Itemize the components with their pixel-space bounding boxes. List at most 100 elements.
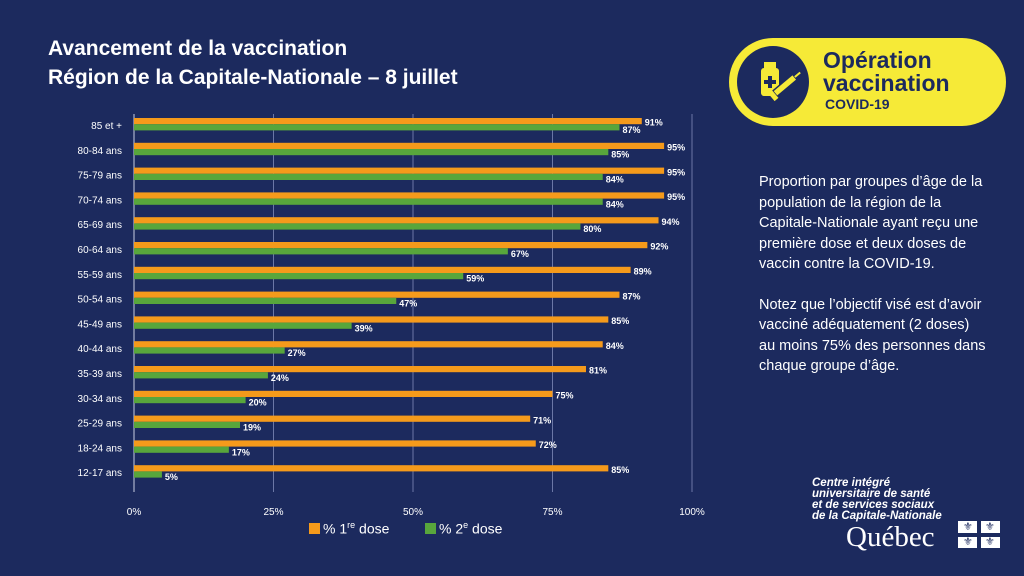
value-label-dose2: 84% bbox=[606, 199, 624, 209]
legend-dose1: % 1re dose bbox=[309, 520, 389, 537]
bar-dose1 bbox=[134, 341, 603, 348]
value-label-dose2: 17% bbox=[232, 447, 250, 457]
bar-dose2 bbox=[134, 248, 508, 255]
bar-dose1 bbox=[134, 266, 631, 273]
legend-dose2-swatch bbox=[425, 522, 436, 534]
value-label-dose2: 19% bbox=[243, 423, 261, 433]
bar-dose1 bbox=[134, 415, 531, 422]
syringe-vial-icon bbox=[737, 46, 809, 118]
bar-dose2 bbox=[134, 322, 352, 329]
value-label-dose1: 94% bbox=[662, 217, 680, 227]
value-label-dose1: 92% bbox=[650, 242, 668, 252]
bar-dose1 bbox=[134, 217, 659, 224]
category-label: 12-17 ans bbox=[78, 468, 122, 479]
category-label: 45-49 ans bbox=[78, 319, 122, 330]
category-label: 60-64 ans bbox=[78, 245, 122, 256]
category-label: 70-74 ans bbox=[78, 195, 122, 206]
description-paragraph-1: Proportion par groupes d’âge de la popul… bbox=[759, 174, 983, 272]
category-label: 80-84 ans bbox=[78, 146, 122, 157]
bar-dose2 bbox=[134, 273, 464, 280]
vaccination-bar-chart: 0% 25% 50% 75% 100% 85 et + 91% 87% 80-84 ans 95%… bbox=[78, 114, 705, 515]
value-label-dose1: 95% bbox=[667, 167, 685, 177]
quebec-wordmark: Québec bbox=[846, 521, 935, 553]
title-line-2: Région de la Capitale-Nationale – 8 juil… bbox=[48, 66, 458, 89]
value-label-dose2: 24% bbox=[271, 373, 289, 383]
category-label: 55-59 ans bbox=[78, 270, 122, 281]
bar-dose2 bbox=[134, 421, 241, 428]
bar-dose1 bbox=[134, 167, 665, 174]
bar-dose2 bbox=[134, 198, 603, 205]
badge-line-3: COVID-19 bbox=[825, 96, 890, 112]
value-label-dose1: 95% bbox=[667, 143, 685, 153]
x-tick-label: 25% bbox=[263, 507, 283, 515]
category-label: 50-54 ans bbox=[78, 295, 122, 306]
bar-dose1 bbox=[134, 142, 665, 149]
category-label: 40-44 ans bbox=[78, 344, 122, 355]
operation-vaccination-badge: Opération vaccination COVID-19 bbox=[729, 38, 1006, 126]
value-label-dose2: 85% bbox=[611, 150, 629, 160]
quebec-flag-icon: ⚜ ⚜ ⚜ ⚜ bbox=[958, 521, 1000, 548]
value-label-dose2: 87% bbox=[622, 125, 640, 135]
value-label-dose1: 84% bbox=[606, 341, 624, 351]
bar-dose1 bbox=[134, 390, 553, 397]
bar-dose2 bbox=[134, 397, 246, 404]
value-label-dose1: 85% bbox=[611, 316, 629, 326]
category-label: 85 et + bbox=[91, 121, 122, 132]
bar-dose2 bbox=[134, 124, 620, 131]
description-paragraph-2: Notez que l’objectif visé est d’avoir va… bbox=[759, 296, 986, 375]
title-line-1: Avancement de la vaccination bbox=[48, 37, 348, 60]
legend-dose1-swatch bbox=[309, 522, 320, 534]
bar-dose2 bbox=[134, 446, 229, 453]
legend-dose1-label: % 1re dose bbox=[323, 520, 390, 537]
ciusss-logo-text: Centre intégré universitaire de santé et… bbox=[812, 477, 942, 522]
category-label: 30-34 ans bbox=[78, 394, 122, 405]
bar-dose2 bbox=[134, 223, 581, 230]
bar-dose2 bbox=[134, 173, 603, 180]
value-label-dose2: 67% bbox=[511, 249, 529, 259]
value-label-dose2: 59% bbox=[466, 274, 484, 284]
bar-dose2 bbox=[134, 297, 397, 304]
value-label-dose1: 87% bbox=[622, 291, 640, 301]
legend-dose2: % 2e dose bbox=[425, 520, 502, 537]
value-label-dose1: 81% bbox=[589, 366, 607, 376]
bar-dose1 bbox=[134, 366, 586, 373]
value-label-dose2: 80% bbox=[583, 224, 601, 234]
value-label-dose1: 89% bbox=[634, 267, 652, 277]
value-label-dose1: 95% bbox=[667, 192, 685, 202]
value-label-dose2: 47% bbox=[399, 299, 417, 309]
category-label: 25-29 ans bbox=[78, 419, 122, 430]
chart-title: Avancement de la vaccination Région de l… bbox=[48, 34, 458, 92]
x-tick-label: 100% bbox=[679, 507, 705, 515]
bar-dose2 bbox=[134, 149, 609, 156]
category-label: 35-39 ans bbox=[78, 369, 122, 380]
bar-dose1 bbox=[134, 242, 648, 249]
x-tick-label: 75% bbox=[542, 507, 562, 515]
value-label-dose1: 85% bbox=[611, 465, 629, 475]
bar-dose1 bbox=[134, 291, 620, 298]
bar-dose1 bbox=[134, 316, 609, 323]
category-label: 18-24 ans bbox=[78, 443, 122, 454]
value-label-dose1: 72% bbox=[539, 440, 557, 450]
badge-line-1: Opération bbox=[823, 47, 932, 73]
value-label-dose2: 27% bbox=[288, 348, 306, 358]
value-label-dose2: 84% bbox=[606, 175, 624, 185]
x-tick-label: 50% bbox=[403, 507, 423, 515]
value-label-dose1: 91% bbox=[645, 118, 663, 128]
bar-dose1 bbox=[134, 118, 642, 125]
badge-line-2: vaccination bbox=[823, 70, 950, 96]
bar-dose2 bbox=[134, 372, 268, 379]
bar-dose1 bbox=[134, 465, 609, 472]
bar-dose2 bbox=[134, 347, 285, 354]
value-label-dose2: 39% bbox=[355, 323, 373, 333]
bar-dose2 bbox=[134, 471, 162, 478]
value-label-dose1: 71% bbox=[533, 415, 551, 425]
x-tick-label: 0% bbox=[127, 507, 142, 515]
bar-dose1 bbox=[134, 192, 665, 199]
legend-dose2-label: % 2e dose bbox=[439, 520, 503, 537]
category-label: 65-69 ans bbox=[78, 220, 122, 231]
bar-dose1 bbox=[134, 440, 536, 447]
category-label: 75-79 ans bbox=[78, 171, 122, 182]
value-label-dose1: 75% bbox=[556, 391, 574, 401]
description: Proportion par groupes d’âge de la popul… bbox=[759, 172, 989, 397]
value-label-dose2: 20% bbox=[249, 398, 267, 408]
